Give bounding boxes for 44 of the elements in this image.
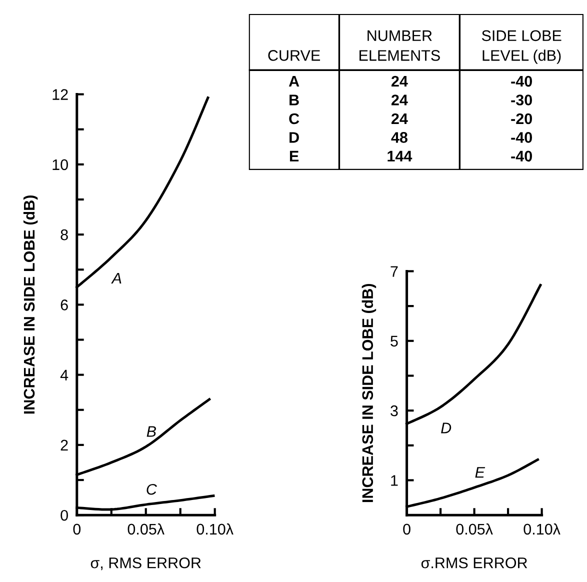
text: 24 [391,76,408,87]
x-tick-label: 0.10λ [196,523,234,535]
text: 24 [391,113,408,124]
x-tick-label: 0.05λ [128,523,164,535]
x-tick-label: 0 [403,524,410,535]
text: -30 [511,94,532,106]
y-tick-label: 10 [52,159,68,170]
y-axis-title: INCREASE IN SIDE LOBE (dB) [362,284,376,502]
x-tick-label: 0.10λ [524,523,560,535]
series-label: C [146,484,158,495]
text: NUMBER ELEMENTS [360,30,440,61]
y-tick-label: 8 [60,229,68,240]
x-axis-title: σ.RMS ERROR [421,557,528,568]
y-tick-label: 0 [60,510,68,521]
y-tick-label: 3 [390,405,398,416]
y-tick-label: 4 [60,370,68,380]
text: CURVE [268,50,320,61]
text: 144 [388,150,412,162]
x-tick-label: 0.05λ [456,523,493,535]
text: D [290,132,299,143]
y-tick-label: 5 [390,336,398,347]
text: -40 [511,150,532,162]
series-label: A [111,273,122,284]
series-label: B [146,426,156,437]
text: A [288,76,300,87]
text: 24 [391,94,408,106]
y-tick-label: 7 [390,266,398,277]
text: SIDE LOBE LEVEL (dB) [482,30,562,64]
y-tick-label: 1 [391,475,398,486]
series-label: D [441,422,452,434]
y-tick-label: 2 [60,440,68,450]
text: B [290,94,299,106]
series-label: E [475,467,486,478]
y-tick-label: 6 [60,300,68,310]
text: -20 [511,113,532,124]
x-axis-title: σ, RMS ERROR [90,557,201,570]
text: -40 [511,132,532,143]
y-axis-title: INCREASE IN SIDE LOBE (dB) [23,196,38,414]
text: C [289,113,300,124]
text: 48 [391,132,408,143]
y-tick-label: 12 [52,89,68,100]
text: -40 [511,76,532,87]
text: E [290,150,299,162]
x-tick-label: 0 [73,524,81,535]
